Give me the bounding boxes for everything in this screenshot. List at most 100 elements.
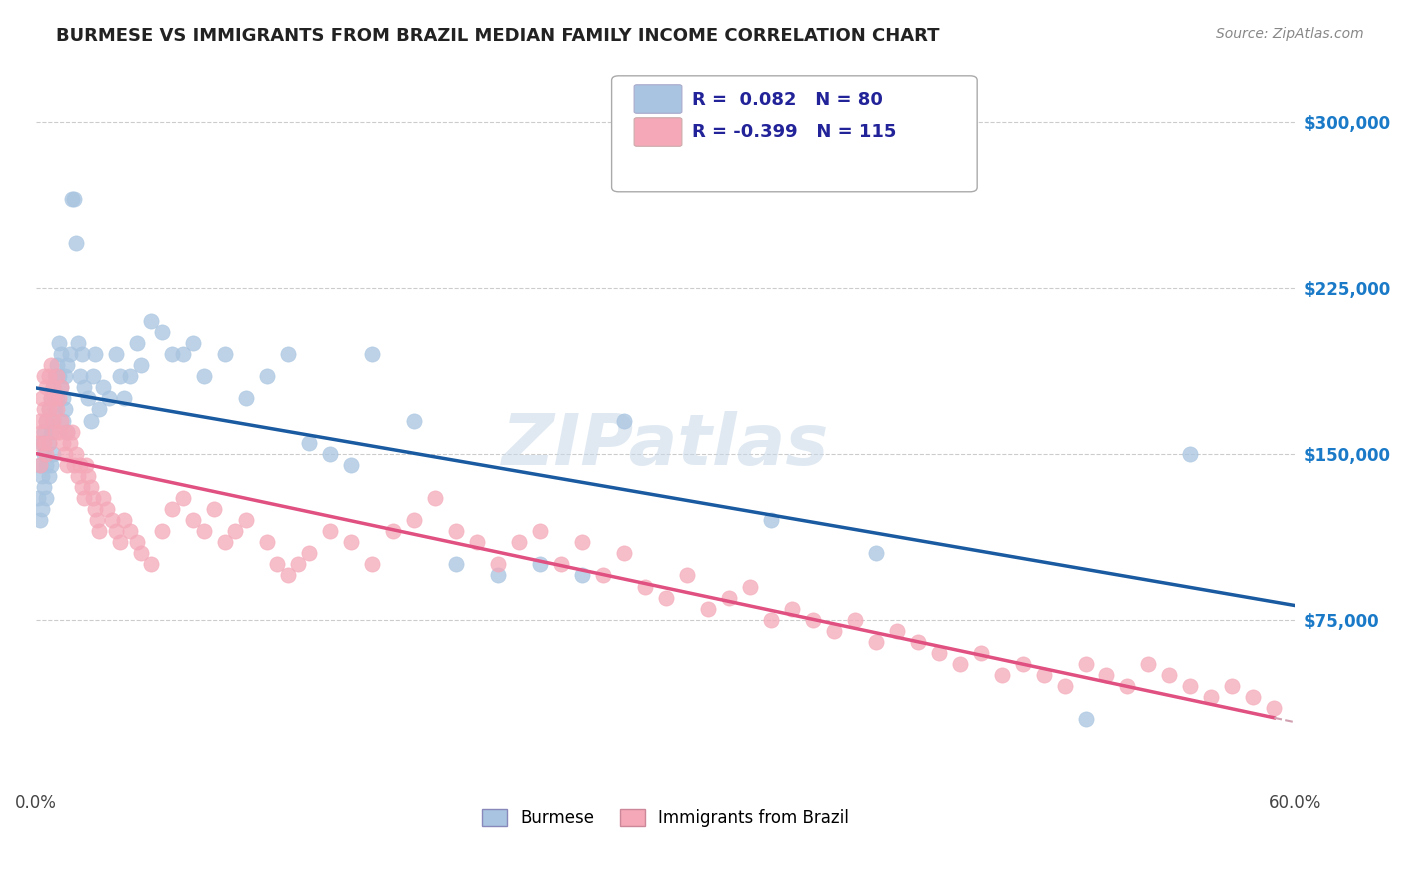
Point	[39, 392, 62, 406]
Point	[1241, 690, 1264, 705]
Point	[58, 435, 80, 450]
Point	[298, 546, 321, 560]
Point	[83, 347, 105, 361]
Point	[52, 413, 75, 427]
Point	[108, 369, 131, 384]
Point	[31, 435, 53, 450]
Point	[53, 447, 76, 461]
Point	[112, 513, 135, 527]
Point	[529, 558, 551, 572]
Point	[287, 558, 309, 572]
Point	[82, 369, 104, 384]
Point	[319, 447, 342, 461]
Point	[104, 524, 127, 539]
Point	[613, 413, 636, 427]
Point	[49, 347, 72, 361]
Point	[38, 402, 60, 417]
Point	[53, 369, 76, 384]
Point	[675, 568, 697, 582]
Point	[45, 402, 67, 417]
Point	[38, 402, 60, 417]
Point	[801, 613, 824, 627]
Point	[360, 558, 382, 572]
Point	[34, 425, 56, 439]
Point	[235, 392, 257, 406]
Point	[129, 546, 152, 560]
Point	[45, 369, 67, 384]
Point	[66, 336, 89, 351]
Point	[969, 646, 991, 660]
Point	[34, 402, 56, 417]
Point	[759, 613, 782, 627]
Point	[202, 502, 225, 516]
Point	[823, 624, 845, 638]
Point	[35, 413, 58, 427]
Point	[34, 447, 56, 461]
Point	[129, 358, 152, 372]
Point	[44, 369, 66, 384]
Point	[1137, 657, 1160, 671]
Point	[49, 380, 72, 394]
Point	[948, 657, 970, 671]
Point	[48, 425, 70, 439]
Point	[34, 480, 56, 494]
Point	[193, 369, 215, 384]
Point	[120, 369, 142, 384]
Point	[34, 369, 56, 384]
Point	[52, 435, 75, 450]
Point	[44, 402, 66, 417]
Point	[340, 535, 363, 549]
Point	[87, 402, 110, 417]
Point	[444, 558, 467, 572]
Point	[98, 392, 121, 406]
Point	[907, 635, 929, 649]
Point	[298, 435, 321, 450]
Point	[42, 447, 65, 461]
Point	[402, 513, 425, 527]
Point	[141, 558, 163, 572]
Point	[35, 413, 58, 427]
Point	[53, 402, 76, 417]
Point	[1053, 679, 1076, 693]
Point	[550, 558, 572, 572]
Point	[654, 591, 676, 605]
Point	[486, 558, 509, 572]
Point	[77, 392, 100, 406]
Point	[70, 347, 93, 361]
Point	[34, 435, 56, 450]
Text: R =  0.082   N = 80: R = 0.082 N = 80	[692, 91, 883, 109]
Point	[65, 447, 87, 461]
Point	[990, 668, 1012, 682]
Point	[696, 601, 718, 615]
Point	[73, 380, 96, 394]
Point	[571, 568, 593, 582]
Point	[125, 535, 148, 549]
Point	[86, 513, 108, 527]
Point	[31, 392, 53, 406]
Point	[79, 413, 101, 427]
Point	[508, 535, 530, 549]
Point	[402, 413, 425, 427]
Point	[423, 491, 446, 505]
Point	[35, 380, 58, 394]
Point	[120, 524, 142, 539]
Point	[125, 336, 148, 351]
Point	[150, 524, 173, 539]
Point	[277, 568, 299, 582]
Point	[30, 413, 52, 427]
Point	[277, 347, 299, 361]
Point	[444, 524, 467, 539]
Point	[592, 568, 614, 582]
Point	[266, 558, 288, 572]
Point	[35, 491, 58, 505]
Text: ZIPatlas: ZIPatlas	[502, 411, 830, 480]
Point	[62, 458, 84, 472]
Point	[1263, 701, 1285, 715]
Point	[108, 535, 131, 549]
Point	[486, 568, 509, 582]
Point	[104, 347, 127, 361]
Point	[91, 380, 114, 394]
Point	[38, 469, 60, 483]
Point	[42, 413, 65, 427]
Point	[45, 358, 67, 372]
